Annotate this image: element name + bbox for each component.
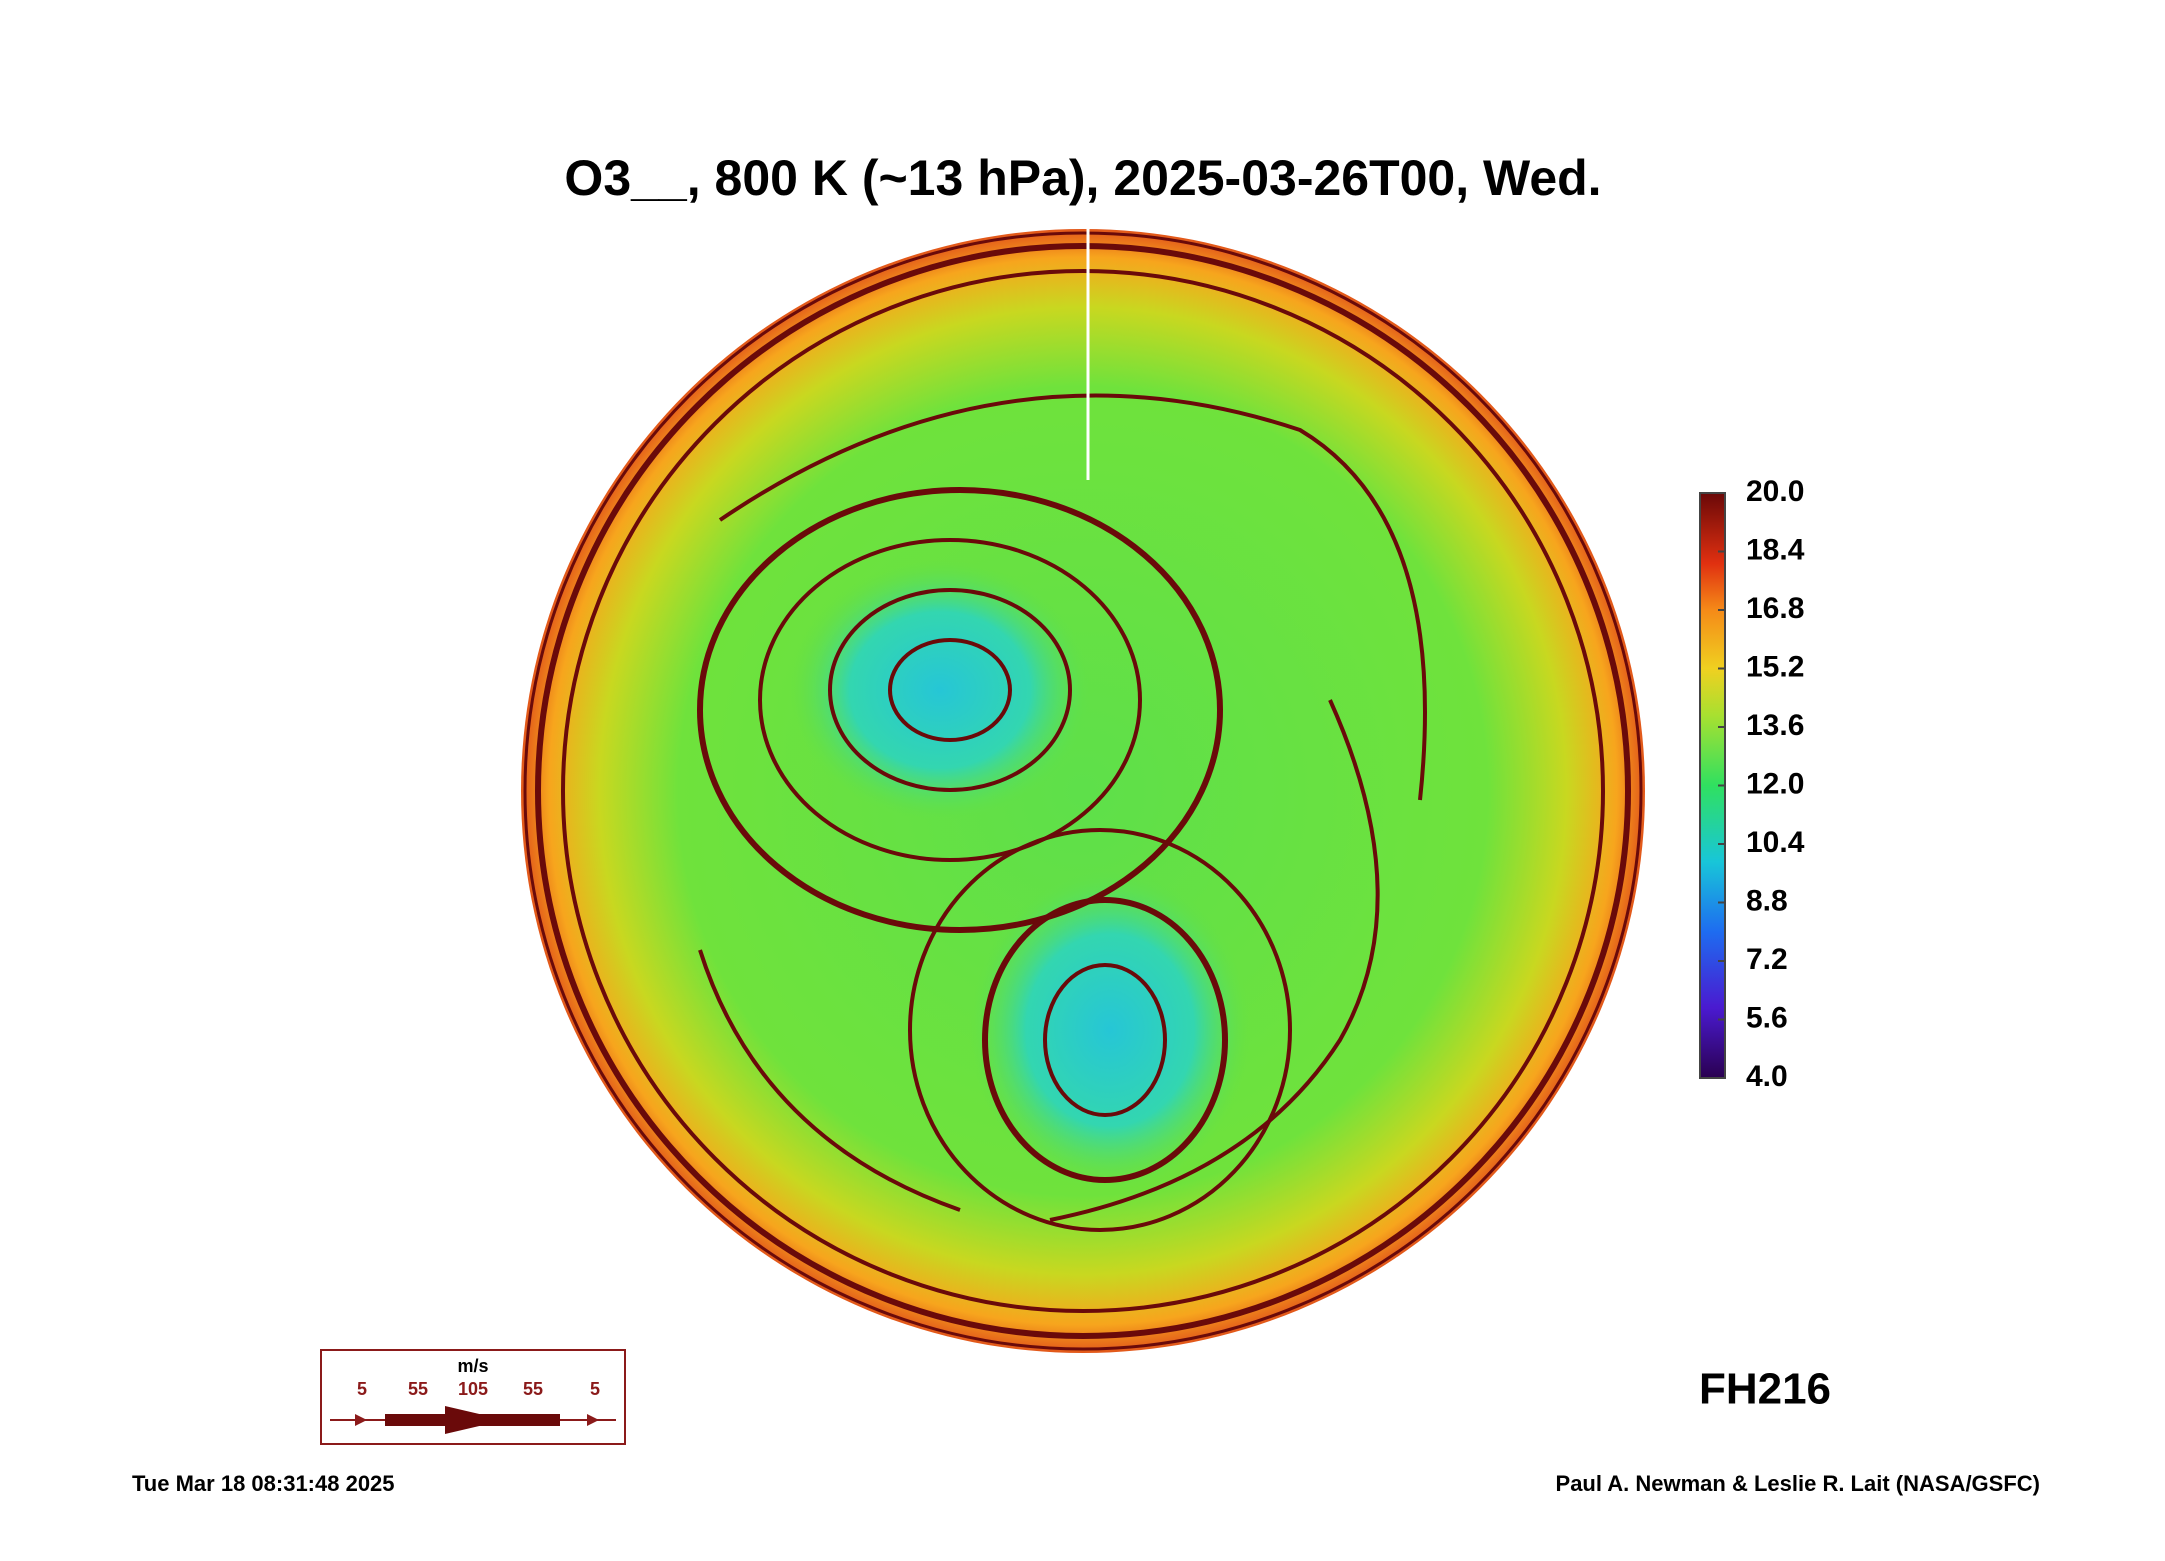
vortex-region bbox=[790, 560, 1090, 820]
map bbox=[521, 229, 1645, 1353]
colorbar-tick-label: 15.2 bbox=[1746, 650, 1804, 683]
wind-speed-label: 5 bbox=[357, 1379, 367, 1399]
timestamp: Tue Mar 18 08:31:48 2025 bbox=[132, 1471, 395, 1496]
wind-legend: m/s 5 55 105 55 5 bbox=[320, 1349, 626, 1445]
colorbar-tick-label: 13.6 bbox=[1746, 709, 1804, 742]
wind-unit: m/s bbox=[457, 1356, 488, 1376]
colorbar-tick-label: 5.6 bbox=[1746, 1001, 1788, 1034]
forecast-hour: FH216 bbox=[1699, 1365, 1831, 1414]
wind-speed-label: 55 bbox=[523, 1379, 543, 1399]
wind-speed-label: 5 bbox=[590, 1379, 600, 1399]
title: O3__, 800 K (~13 hPa), 2025-03-26T00, We… bbox=[564, 150, 1601, 206]
colorbar-tick-label: 20.0 bbox=[1746, 475, 1804, 508]
map-disk bbox=[521, 229, 1645, 1353]
wind-speed-label: 55 bbox=[408, 1379, 428, 1399]
streamlines bbox=[523, 231, 1643, 1351]
colorbar-tick-label: 18.4 bbox=[1746, 533, 1805, 566]
credit: Paul A. Newman & Leslie R. Lait (NASA/GS… bbox=[1556, 1471, 2040, 1496]
vortex-region bbox=[970, 870, 1250, 1190]
wind-arrow-head bbox=[355, 1414, 367, 1426]
colorbar: 20.0 18.4 16.8 15.2 13.6 12.0 10.4 8.8 7.2 5.6 4.0 bbox=[1699, 475, 1805, 1093]
colorbar-tick-label: 4.0 bbox=[1746, 1060, 1788, 1093]
colorbar-tick-label: 10.4 bbox=[1746, 826, 1805, 859]
wind-legend-box bbox=[320, 1349, 626, 1445]
wind-speed-label: 105 bbox=[458, 1379, 488, 1399]
colorbar-tick-label: 7.2 bbox=[1746, 943, 1788, 976]
wind-arrow-head bbox=[445, 1406, 505, 1434]
wind-arrow-head bbox=[587, 1414, 599, 1426]
colorbar-tick-label: 12.0 bbox=[1746, 767, 1804, 800]
colorbar-tick-label: 8.8 bbox=[1746, 884, 1788, 917]
colorbar-tick-label: 16.8 bbox=[1746, 592, 1804, 625]
